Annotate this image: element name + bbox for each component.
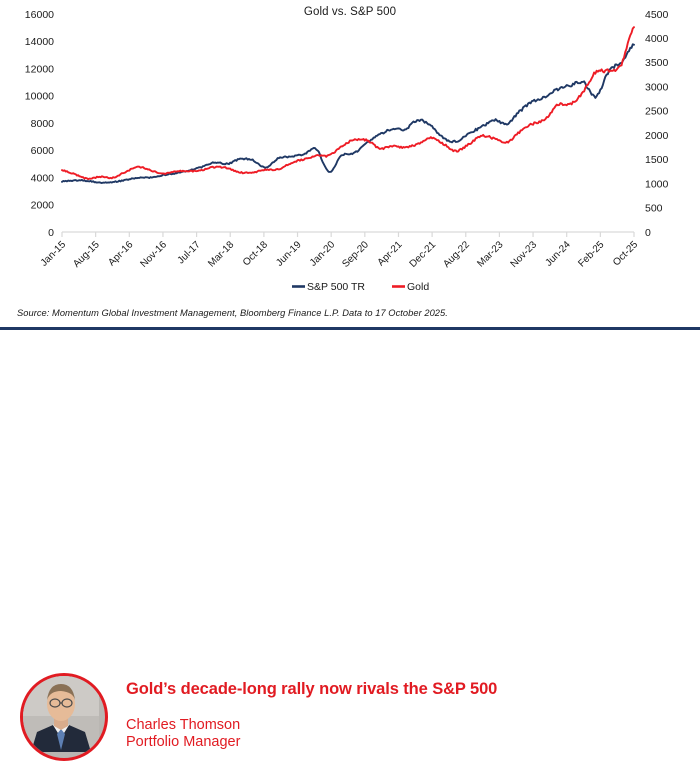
left-axis-tick: 10000 (25, 91, 54, 103)
x-axis-tick: Nov-23 (509, 239, 540, 270)
left-axis-tick: 2000 (31, 200, 55, 212)
right-axis-tick-labels: 0 500 1000 1500 2000 2500 3000 3500 4000 4500 (645, 9, 669, 239)
x-axis-tick: Jul-17 (176, 239, 203, 266)
left-axis-tick-labels: 0 2000 4000 6000 8000 10000 12000 14000 16000 (25, 9, 54, 239)
right-axis-tick: 4500 (645, 9, 669, 21)
author-banner: Gold’s decade-long rally now rivals the … (0, 330, 700, 761)
x-axis-tick: Mar-23 (475, 239, 505, 269)
x-axis-tick: Aug-15 (71, 239, 102, 270)
x-axis-tick: Jun-19 (274, 239, 304, 269)
right-axis-tick: 3000 (645, 81, 669, 93)
right-axis-tick: 3500 (645, 57, 669, 69)
x-axis-tick: Sep-20 (340, 239, 371, 270)
chart-series-lines (61, 26, 635, 184)
right-axis-tick: 1000 (645, 178, 669, 190)
avatar-portrait-icon (23, 676, 99, 752)
right-axis-tick: 500 (645, 203, 663, 215)
left-axis-tick: 8000 (31, 118, 55, 130)
avatar (20, 673, 108, 761)
author-role: Portfolio Manager (126, 734, 241, 750)
x-axis-tick: Nov-16 (138, 239, 169, 270)
legend-label-1: S&P 500 TR (307, 281, 365, 293)
banner-headline: Gold’s decade-long rally now rivals the … (126, 680, 498, 698)
x-axis-tick: Oct-18 (241, 239, 270, 268)
series-line-s-p-500-tr (61, 43, 635, 184)
right-axis-tick: 2500 (645, 106, 669, 118)
source-note: Source: Momentum Global Investment Manag… (17, 308, 448, 318)
right-axis-tick: 2000 (645, 130, 669, 142)
left-axis-tick: 4000 (31, 172, 55, 184)
x-axis-tick: Apr-16 (106, 239, 135, 268)
x-axis-tick: Feb-25 (576, 239, 606, 269)
x-axis-tick: Oct-25 (611, 239, 640, 268)
x-axis (61, 231, 635, 237)
x-axis-tick: Jan-15 (39, 239, 69, 269)
right-axis-tick: 0 (645, 227, 651, 239)
author-name: Charles Thomson (126, 717, 241, 733)
chart-container: Gold vs. S&P 500 0 2000 4000 6000 8000 10000 1… (0, 0, 700, 300)
left-axis-tick: 14000 (25, 36, 54, 48)
x-axis-tick: Dec-21 (408, 239, 439, 270)
x-axis-tick: Mar-18 (206, 239, 236, 269)
left-axis-tick: 6000 (31, 145, 55, 157)
x-axis-tick: Jan-20 (308, 239, 338, 269)
gold-vs-sp500-line-chart: 0 2000 4000 6000 8000 10000 12000 14000 16000 0 5… (25, 9, 669, 293)
x-axis-tick: Aug-22 (441, 239, 472, 270)
left-axis-tick: 16000 (25, 9, 54, 21)
chart-legend: S&P 500 TR Gold (292, 281, 429, 293)
legend-label-2: Gold (407, 281, 429, 293)
left-axis-tick: 0 (48, 227, 54, 239)
x-axis-tick: Apr-21 (376, 239, 405, 268)
right-axis-tick: 4000 (645, 33, 669, 45)
right-axis-tick: 1500 (645, 154, 669, 166)
section-divider (0, 327, 700, 330)
chart-title: Gold vs. S&P 500 (303, 6, 397, 18)
series-line-gold (61, 26, 635, 181)
x-axis-tick-labels: Jan-15 Aug-15 Apr-16 Nov-16 Jul-17 Mar-18 Oct-… (39, 239, 641, 270)
x-axis-tick: Jun-24 (543, 239, 573, 269)
left-axis-tick: 12000 (25, 63, 54, 75)
